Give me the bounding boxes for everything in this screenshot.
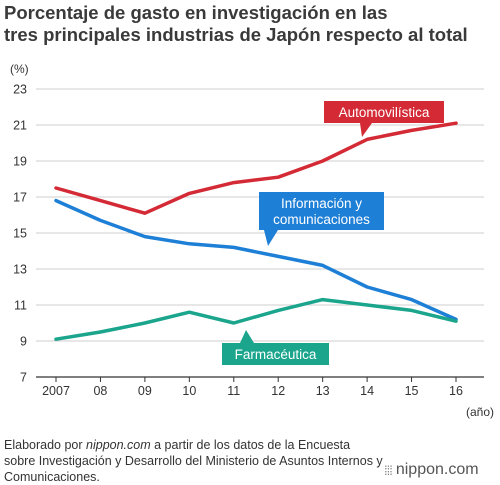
source-rest: a partir de los datos de la Encuesta sob…: [4, 438, 387, 484]
source-note: Elaborado por nippon.com a partir de los…: [4, 437, 384, 485]
x-tick-label: 15: [405, 384, 419, 398]
line-chart: 7 9 11 13 15 17 19 21 23 (%) 2007 08 09 10 11 12 13 14 15 1…: [10, 62, 494, 419]
y-tick-label: 15: [13, 227, 27, 241]
y-tick-label: 23: [13, 83, 27, 97]
x-tick-label: 11: [227, 384, 240, 398]
chart-title: Porcentaje de gasto en investigación en …: [4, 2, 498, 46]
series-label-informacion: comunicaciones: [273, 212, 370, 227]
y-axis-unit-label: (%): [10, 62, 29, 76]
y-tick-label: 11: [14, 299, 27, 313]
y-tick-label: 7: [20, 371, 27, 385]
source-prefix: Elaborado por: [4, 438, 87, 452]
series-label-box-informacion: [259, 192, 384, 230]
x-tick-label: 14: [360, 384, 374, 398]
series-label-pointer-farmaceutica: [240, 330, 254, 343]
series-label-box-farmaceutica: [222, 343, 329, 365]
x-tick-label: 16: [449, 384, 463, 398]
y-tick-label: 13: [13, 263, 27, 277]
series-label-automovilistica: Automovilística: [339, 105, 430, 120]
series-label-pointer-automovilistica: [360, 123, 372, 137]
y-tick-label: 9: [20, 335, 27, 349]
x-tick-label: 08: [93, 384, 107, 398]
y-tick-label: 21: [13, 119, 27, 133]
x-tick-label: 10: [182, 384, 196, 398]
series-label-pointer-informacion: [264, 230, 278, 246]
x-axis-unit-label: (año): [466, 405, 494, 419]
chart-title-line-2: tres principales industrias de Japón res…: [4, 24, 468, 45]
x-tick-label: 12: [271, 384, 285, 398]
logo-text: nippon.com: [395, 461, 479, 478]
x-tick-label: 09: [138, 384, 152, 398]
x-tick-label: 13: [316, 384, 330, 398]
series-label-box-automovilistica: [324, 101, 444, 123]
series-line-farmaceutica: [54, 297, 458, 341]
source-site: nippon.com: [86, 438, 151, 452]
chart-title-line-1: Porcentaje de gasto en investigación en …: [4, 2, 388, 23]
y-tick-label: 19: [13, 155, 27, 169]
x-tick-label: 2007: [42, 384, 70, 398]
series-label-informacion: Información y: [281, 196, 362, 211]
logo-mark-icon: ⁞⁞⁞: [384, 462, 393, 478]
series-label-farmaceutica: Farmacéutica: [235, 347, 317, 362]
series-line-informacion: [54, 198, 458, 322]
y-tick-label: 17: [13, 191, 27, 205]
nippon-logo: ⁞⁞⁞ nippon.com: [384, 458, 498, 482]
series-line-automovilistica: [54, 121, 458, 215]
